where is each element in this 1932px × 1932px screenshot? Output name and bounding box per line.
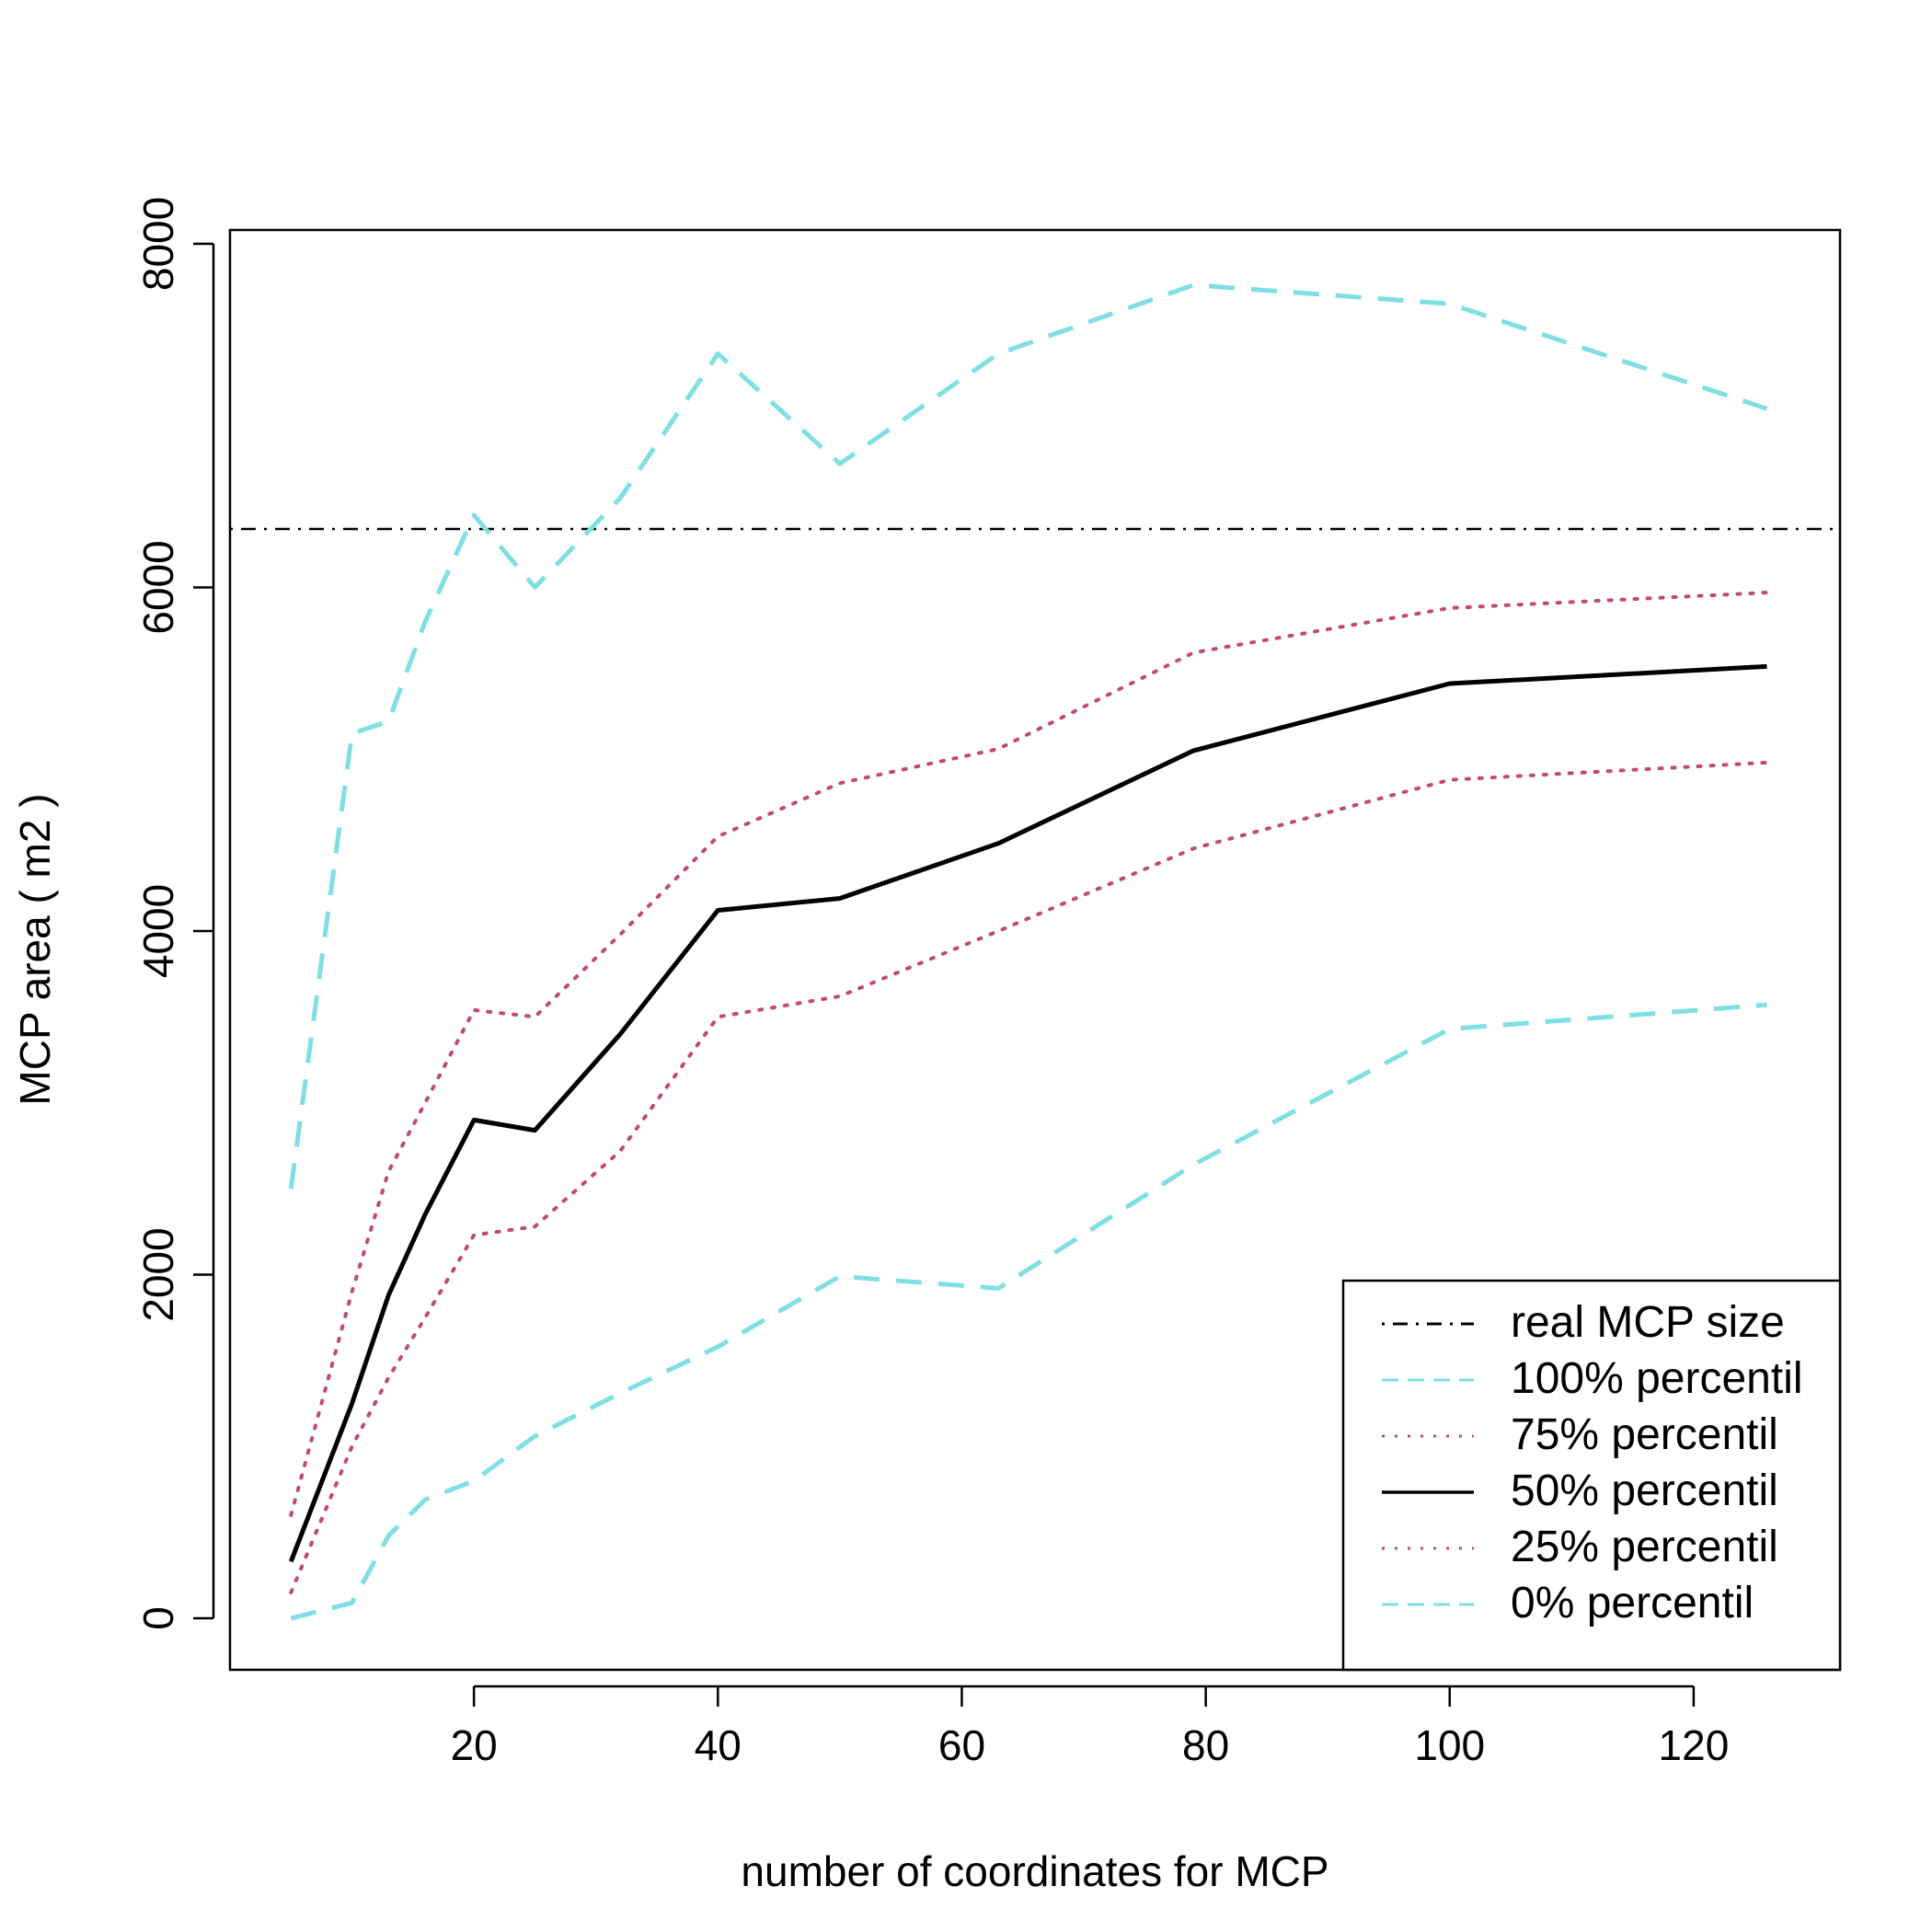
y-tick-label: 0 xyxy=(134,1606,182,1630)
legend-label: real MCP size xyxy=(1511,1298,1785,1347)
legend-label: 0% percentil xyxy=(1511,1579,1754,1627)
legend-label: 50% percentil xyxy=(1511,1466,1778,1515)
legend: real MCP size 100% percentil 75% percentil… xyxy=(1341,1279,1842,1672)
plot-frame xyxy=(228,228,1842,1672)
x-axis-title: number of coordinates for MCP xyxy=(741,1847,1328,1895)
series-layer xyxy=(230,282,1840,1621)
series-line-25pct-percentil xyxy=(289,760,1769,1594)
y-tick-label: 4000 xyxy=(134,884,182,978)
series-line-50pct-percentil xyxy=(288,663,1767,1563)
y-tick-label: 6000 xyxy=(134,540,182,634)
x-tick-label: 80 xyxy=(1182,1721,1229,1769)
legend-label: 100% percentil xyxy=(1511,1354,1803,1403)
y-tick-label: 8000 xyxy=(134,197,182,291)
y-axis-title: MCP area ( m2 ) xyxy=(11,793,59,1105)
legend-box xyxy=(1341,1279,1842,1672)
legend-label: 75% percentil xyxy=(1511,1410,1778,1459)
x-axis: 20 40 60 80 100 120 xyxy=(451,1685,1730,1769)
y-tick-label: 2000 xyxy=(134,1227,182,1321)
series-line-100pct-percentil xyxy=(288,282,1768,1190)
y-axis: 0 2000 4000 6000 8000 xyxy=(134,197,215,1630)
x-tick-label: 100 xyxy=(1414,1721,1485,1769)
series-line-75pct-percentil xyxy=(289,591,1769,1517)
series-line-0pct-percentil xyxy=(290,1002,1767,1621)
x-tick-label: 40 xyxy=(695,1721,742,1769)
x-tick-label: 20 xyxy=(451,1721,498,1769)
legend-label: 25% percentil xyxy=(1511,1523,1778,1571)
x-tick-label: 60 xyxy=(938,1721,985,1769)
x-tick-label: 120 xyxy=(1659,1721,1730,1769)
